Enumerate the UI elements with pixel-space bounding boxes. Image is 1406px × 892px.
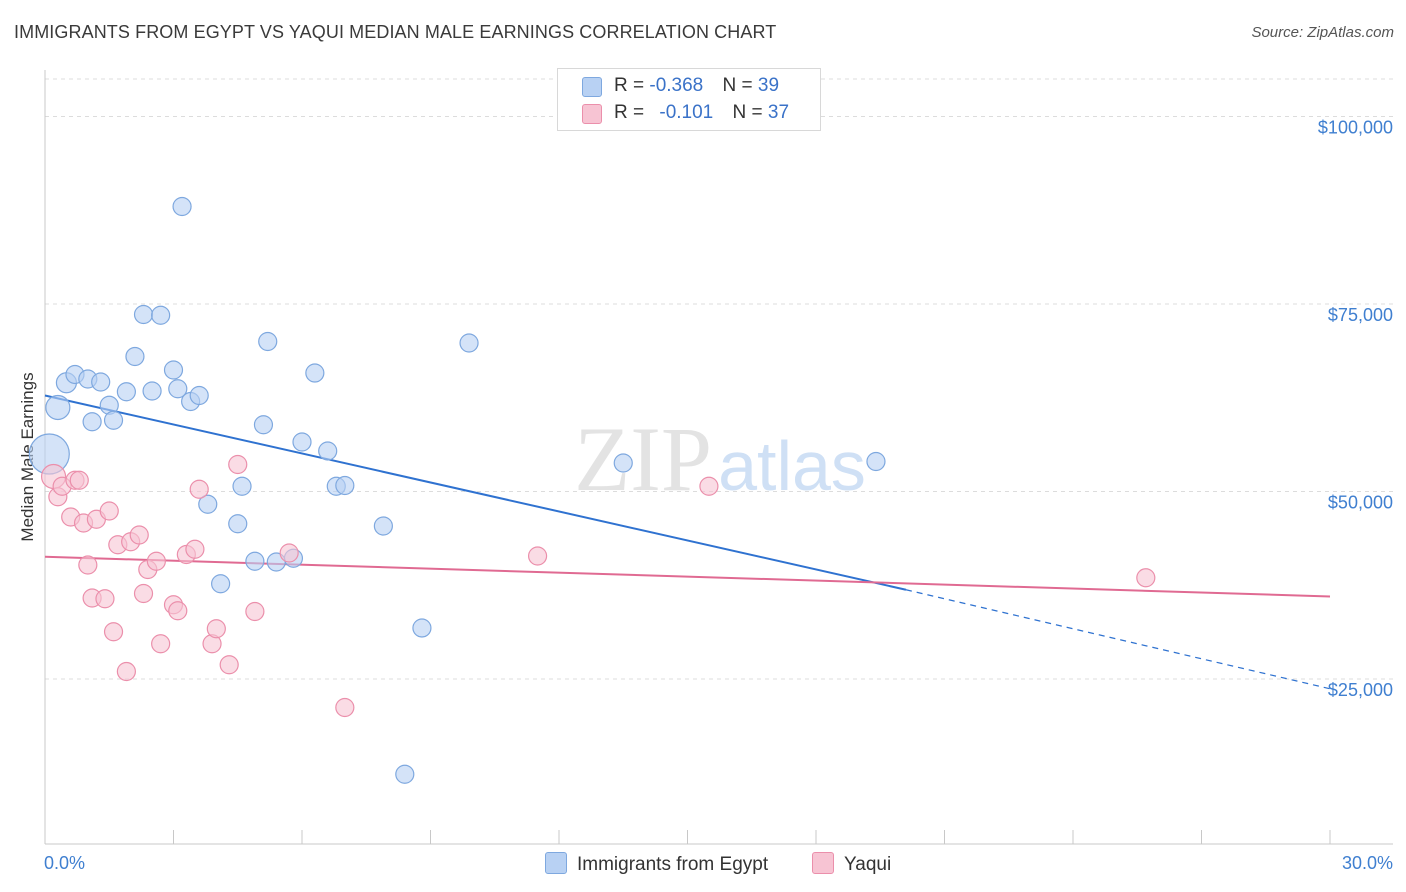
egypt-point [459, 333, 479, 353]
yaqui-point [245, 601, 265, 622]
egypt-point [395, 764, 415, 784]
egypt-point [172, 196, 192, 217]
egypt-point [305, 363, 325, 383]
yaqui-point [69, 470, 89, 490]
legend-n-label: N = [722, 75, 758, 96]
yaqui-point [335, 697, 355, 718]
egypt-point [232, 476, 252, 496]
egypt-point [163, 360, 184, 380]
egypt-point [258, 331, 278, 352]
yaqui-point [219, 655, 239, 675]
x-tick-label-max: 30.0% [1342, 853, 1393, 873]
y-tick-label: $25,000 [1328, 680, 1393, 700]
egypt-point [335, 475, 355, 496]
egypt-point [198, 494, 218, 514]
egypt-trend-extension [905, 589, 1331, 690]
yaqui-point [95, 589, 115, 609]
egypt-point [189, 385, 209, 406]
chart-title: IMMIGRANTS FROM EGYPT VS YAQUI MEDIAN MA… [14, 22, 777, 42]
egypt-point [168, 379, 188, 399]
x-tick-labels: 0.0% 30.0% [44, 830, 1393, 873]
bottom-legend-label-egypt: Immigrants from Egypt [577, 854, 769, 875]
x-tick-label-min: 0.0% [44, 853, 85, 873]
legend-r-label: R = [614, 75, 650, 96]
egypt-point [91, 372, 111, 392]
egypt-point [292, 432, 312, 452]
bottom-legend-yaqui: Yaqui [812, 852, 891, 876]
yaqui-point [699, 476, 719, 496]
grid-layer [45, 78, 1393, 680]
egypt-point [373, 516, 393, 536]
egypt-point [45, 394, 71, 421]
yaqui-point [146, 551, 166, 571]
legend-n-value: 37 [767, 102, 790, 123]
y-axis-label: Median Male Earnings [18, 372, 37, 541]
egypt-point [613, 453, 633, 473]
yaqui-point [78, 555, 98, 575]
yaqui-point [103, 622, 124, 642]
source-credit: Source: ZipAtlas.com [1251, 24, 1394, 41]
watermark-atlas: atlas [718, 427, 866, 505]
yaqui-point [185, 539, 205, 559]
egypt-point [151, 305, 171, 325]
y-tick-label: $100,000 [1318, 118, 1393, 138]
egypt-point [412, 618, 432, 638]
yaqui-point [129, 525, 149, 545]
y-tick-label: $75,000 [1328, 305, 1393, 325]
egypt-trend-line [44, 394, 907, 591]
legend-swatch-egypt [582, 77, 602, 97]
yaqui-point [116, 661, 136, 682]
y-tick-labels: $25,000 $50,000 $75,000 $100,000 [1318, 118, 1393, 701]
bottom-swatch-yaqui [812, 852, 834, 874]
egypt-point [133, 304, 154, 325]
egypt-point [245, 551, 265, 571]
egypt-point [253, 415, 274, 435]
bottom-swatch-egypt [545, 852, 567, 874]
yaqui-point [99, 501, 119, 521]
watermark: ZIPatlas [574, 408, 866, 510]
yaqui-point [228, 454, 248, 475]
yaqui-point [151, 634, 171, 654]
yaqui-point [168, 601, 188, 621]
egypt-point [318, 441, 338, 461]
yaqui-point [189, 479, 209, 499]
y-tick-label: $50,000 [1328, 493, 1393, 513]
watermark-zip: ZIP [574, 408, 712, 510]
correlation-legend: R = -0.368 N = 39 R = -0.101 N = 37 [557, 68, 821, 131]
egypt-point [211, 574, 231, 594]
egypt-point [82, 412, 102, 432]
bottom-legend-egypt: Immigrants from Egypt [545, 852, 768, 876]
legend-n-value: 39 [757, 75, 780, 96]
yaqui-point [206, 619, 226, 639]
egypt-point [142, 381, 162, 401]
egypt-point [125, 346, 145, 367]
data-points [28, 196, 1156, 784]
yaqui-point [1136, 568, 1156, 588]
egypt-point [228, 514, 248, 534]
legend-r-value: -0.101 [659, 102, 714, 123]
legend-r-value: -0.368 [649, 75, 704, 96]
bottom-legend-label-yaqui: Yaqui [844, 854, 892, 875]
legend-r-label: R = [614, 102, 650, 123]
yaqui-point [527, 546, 548, 566]
yaqui-point [133, 583, 154, 604]
legend-n-label: N = [732, 102, 768, 123]
egypt-point [103, 410, 124, 430]
yaqui-point [279, 543, 299, 563]
egypt-point [116, 382, 136, 402]
legend-swatch-yaqui [582, 104, 602, 124]
egypt-point [866, 451, 886, 472]
